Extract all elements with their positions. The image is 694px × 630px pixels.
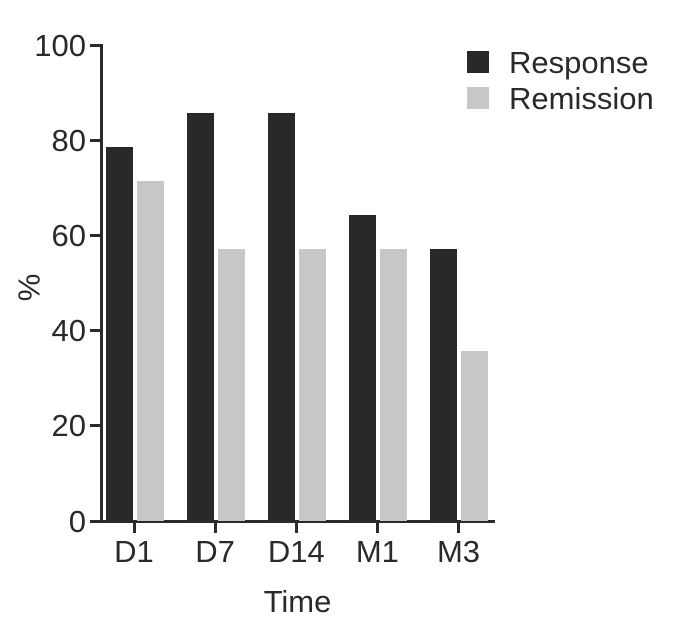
- legend-entry-remission: Remission: [467, 80, 654, 116]
- x-axis-title: Time: [263, 584, 332, 619]
- x-tick-label: M1: [355, 534, 399, 569]
- remission-swatch-icon: [467, 87, 489, 109]
- x-tick-label: M3: [436, 534, 481, 569]
- x-tick-label: D1: [114, 534, 154, 569]
- y-tick-label: 60: [51, 217, 86, 253]
- bar-remission-D1: [136, 181, 164, 521]
- legend-label-response: Response: [509, 44, 649, 80]
- y-tick-mark: [90, 329, 101, 333]
- bar-remission-M1: [379, 249, 407, 521]
- y-tick-label: 0: [68, 503, 86, 539]
- y-tick-mark: [90, 233, 101, 237]
- y-axis-line: [100, 44, 103, 523]
- y-tick-label: 80: [51, 122, 86, 158]
- y-tick-mark: [90, 424, 101, 428]
- legend-label-remission: Remission: [509, 80, 654, 116]
- bar-response-D1: [105, 146, 133, 521]
- y-tick-label: 100: [34, 27, 86, 63]
- response-swatch-icon: [467, 51, 489, 73]
- x-tick-mark: [213, 523, 217, 533]
- x-tick-mark: [375, 523, 379, 533]
- y-tick-mark: [90, 519, 101, 523]
- x-tick-mark: [457, 523, 460, 533]
- bar-remission-D7: [217, 249, 245, 521]
- y-tick-mark: [90, 43, 101, 47]
- y-tick-mark: [90, 138, 101, 142]
- x-tick-label: D14: [267, 534, 325, 569]
- x-tick-mark: [294, 523, 298, 533]
- x-tick-mark: [132, 523, 136, 533]
- bar-response-D14: [267, 113, 295, 521]
- bar-response-D7: [186, 113, 214, 521]
- legend-entry-response: Response: [467, 44, 654, 80]
- bar-remission-D14: [298, 249, 326, 521]
- bar-response-M3: [430, 249, 457, 521]
- bar-response-M1: [348, 214, 376, 521]
- x-tick-label: D7: [195, 534, 235, 569]
- y-tick-label: 20: [51, 408, 86, 444]
- y-axis-title: %: [11, 273, 47, 302]
- x-axis-line: [100, 520, 495, 523]
- bar-remission-M3: [461, 351, 488, 521]
- legend: Response Remission: [467, 44, 654, 116]
- y-tick-label: 40: [51, 313, 86, 349]
